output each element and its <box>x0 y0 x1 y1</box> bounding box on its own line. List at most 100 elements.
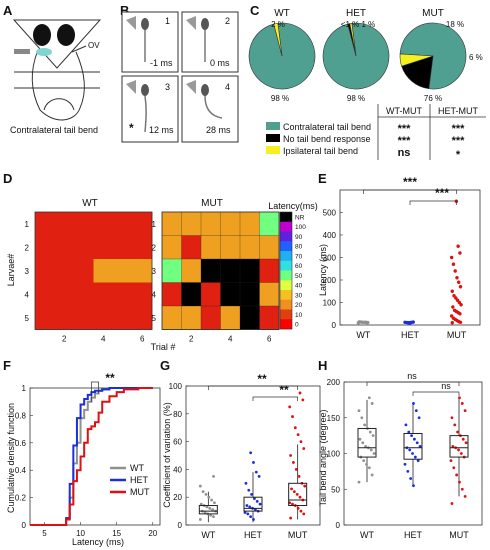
table-header-het-mut: HET-MUT <box>438 106 478 116</box>
plotG-sig-bracket <box>207 385 299 390</box>
frame-3-time: 12 ms <box>149 125 174 135</box>
heatmap-mut-cell <box>259 258 280 283</box>
plotG-point-het <box>254 470 258 474</box>
plotE-point-mut <box>451 262 456 266</box>
plotE-ytick-label: 300 <box>323 254 337 263</box>
plotH-point-wt <box>371 434 375 438</box>
panel-f-ylabel: Cumulative density function <box>6 403 16 513</box>
frame-4-number: 4 <box>225 82 230 92</box>
colorbar-segment <box>280 241 292 252</box>
panel-g-sig-1: ** <box>257 372 267 386</box>
plotE-point-mut <box>451 305 455 309</box>
plotG-point-wt <box>201 490 205 494</box>
plotH-point-wt <box>370 473 374 477</box>
plotE-ytick-label: 100 <box>323 299 337 308</box>
heatmap-mut-cell <box>220 282 241 307</box>
plotE-sig-bracket <box>409 200 458 205</box>
panel-f-xtick-label: 15 <box>112 529 121 538</box>
plotH-ytick-label: 0 <box>336 521 341 530</box>
colorbar-tick: 90 <box>295 234 303 241</box>
plotH-point-het <box>414 409 418 412</box>
panel-g-ylabel: Coefficient of variation (%) <box>162 402 172 507</box>
plotH-point-mut <box>451 444 455 448</box>
heatmap-mut-cell <box>181 258 202 283</box>
heatmap-mut-ytick: 2 <box>152 243 157 252</box>
plotE-point-mut <box>458 285 463 289</box>
plotH-point-mut <box>463 409 467 412</box>
plotH-point-wt <box>363 423 367 427</box>
pie-wt-slice-2 <box>273 22 283 57</box>
plotE-ytick-label: 200 <box>323 276 337 285</box>
heatmap-wt-cell <box>93 282 114 307</box>
plotH-ytick-label: 150 <box>327 414 341 423</box>
plotH-point-wt <box>365 462 368 466</box>
legend-label-het: HET <box>130 475 149 485</box>
plotH-box-mut <box>449 435 469 458</box>
plotH-point-het <box>415 441 419 445</box>
table-cell-r3-c2: * <box>456 149 461 161</box>
panel-f-axes-frame <box>29 387 161 526</box>
heatmap-mut-frame <box>161 211 280 330</box>
colorbar-tick: 100 <box>295 224 306 231</box>
plotH-point-mut <box>463 495 467 498</box>
heatmap-mut-cell <box>220 211 241 236</box>
panel-c-pies <box>248 22 467 90</box>
panel-letter-b: B <box>120 3 129 18</box>
pie-label-mut-none: 18 % <box>446 20 464 29</box>
plotG-point-mut <box>302 447 306 450</box>
plotG-point-mut <box>302 512 306 516</box>
plotG-point-mut <box>293 426 297 430</box>
colorbar-tick: 80 <box>295 244 303 251</box>
heatmap-wt-ytick: 3 <box>25 267 30 276</box>
plotE-sig-bracket <box>362 189 458 194</box>
plotH-xtick-label: WT <box>360 530 374 540</box>
plotH-point-wt <box>361 441 365 445</box>
table-cell-r3-c1: ns <box>398 147 411 159</box>
larva-tail <box>43 98 75 111</box>
colorbar-segment <box>280 299 292 310</box>
plotG-xtick-label: WT <box>201 530 215 540</box>
heatmap-wt-cell <box>132 235 153 260</box>
colorbar-tick: 30 <box>295 292 303 299</box>
panel-f-sig-bracket <box>91 381 99 402</box>
frame-1-number: 1 <box>165 16 170 26</box>
plotH-point-het <box>416 459 420 463</box>
heatmap-mut-ytick: 4 <box>152 290 157 299</box>
heatmap-mut-cell <box>181 282 202 307</box>
heatmap-ylabel: Larvae# <box>6 254 16 287</box>
panel-f-plot: 5 10 15 20 0 0.2 0.4 0.6 0.8 1 <box>15 381 161 538</box>
frame-3-star: * <box>129 121 134 135</box>
plotG-box-het <box>243 496 263 512</box>
heatmap-wt-cell <box>74 282 94 307</box>
pie-label-het-main: 98 % <box>347 94 365 103</box>
plotG-point-het <box>253 497 256 500</box>
plotE-point-mut <box>458 251 462 255</box>
plotE-ytick-label: 400 <box>323 231 337 240</box>
plotH-point-het <box>409 477 413 480</box>
plotH-point-het <box>417 416 421 420</box>
table-cell-r1-c2: *** <box>452 123 466 135</box>
panel-h-sig-1: ns <box>407 371 417 381</box>
plotE-xtick-label: HET <box>401 330 420 340</box>
panel-e-plot: 0 100 200 300 400 500 WT HET MUT <box>323 189 481 340</box>
plotH-point-het <box>413 455 417 459</box>
plotH-sig-bracket <box>412 391 460 396</box>
legend-swatch-no-response <box>266 134 280 142</box>
frame-3-number: 3 <box>165 82 170 92</box>
heatmap-wt-cell <box>113 212 133 236</box>
plotG-point-mut <box>290 487 293 491</box>
plotH-point-wt <box>368 430 372 434</box>
legend-label-mut: MUT <box>130 487 150 497</box>
panel-letter-d: D <box>3 171 12 186</box>
heatmap-mut-cell <box>220 258 241 283</box>
ov-label: OV <box>88 41 100 50</box>
heatmap-wt-cell <box>74 306 94 330</box>
plotH-ytick-label: 200 <box>327 378 341 387</box>
heatmap-wt-cell <box>35 235 55 260</box>
panel-h-sig-2: ns <box>441 381 451 391</box>
heatmap-mut-cell <box>200 282 221 307</box>
heatmap-wt-cell <box>113 282 133 307</box>
heatmap-wt-ytick: 1 <box>25 220 30 229</box>
heatmap-mut-cell <box>239 258 260 283</box>
panel-letter-f: F <box>3 358 11 373</box>
